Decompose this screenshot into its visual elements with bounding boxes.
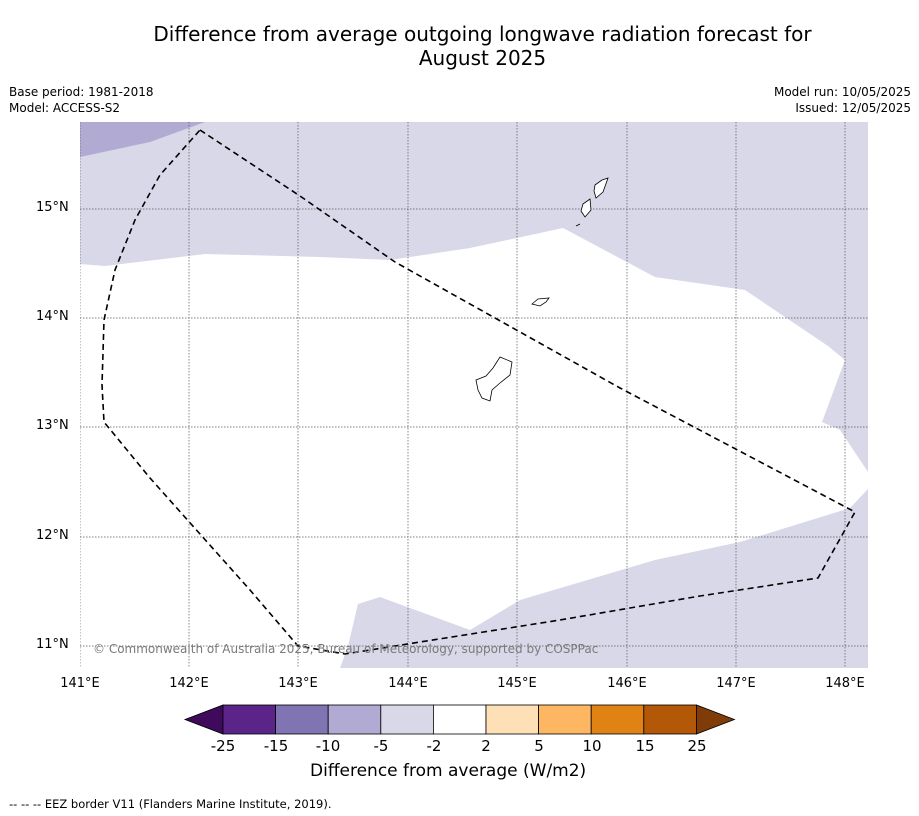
colorbar-tick-label: 25 <box>687 737 707 755</box>
meta-left: Base period: 1981-2018 Model: ACCESS-S2 <box>9 84 154 116</box>
lon-label-142e: 142°E <box>169 676 209 691</box>
lat-label-11n: 11°N <box>36 637 69 652</box>
colorbar-tick-label: 5 <box>534 737 544 755</box>
colorbar-tick-label: -25 <box>210 737 236 755</box>
lon-label-141e: 141°E <box>60 676 100 691</box>
lon-label-146e: 146°E <box>607 676 647 691</box>
island-saipan <box>593 177 609 199</box>
colorbar-tick-label: -10 <box>315 737 341 755</box>
colorbar-extend-high <box>696 704 736 735</box>
anomaly-region-north <box>80 122 868 472</box>
title-line-1: Difference from average outgoing longwav… <box>153 22 812 46</box>
colorbar-bin <box>590 704 645 735</box>
colorbar-tick-label: 2 <box>481 737 491 755</box>
colorbar-tick-label: 15 <box>635 737 655 755</box>
anomaly-region-north-strong <box>80 122 205 157</box>
meta-right: Model run: 10/05/2025 Issued: 12/05/2025 <box>774 84 911 116</box>
islands <box>475 177 609 402</box>
lat-label-12n: 12°N <box>36 528 69 543</box>
lat-label-15n: 15°N <box>36 200 69 215</box>
title-line-2: August 2025 <box>418 46 547 70</box>
model-name: Model: ACCESS-S2 <box>9 101 121 115</box>
colorbar-title: Difference from average (W/m2) <box>310 761 587 781</box>
island-guam <box>475 356 513 402</box>
lon-label-147e: 147°E <box>716 676 756 691</box>
colorbar-tick-label: -2 <box>426 737 442 755</box>
copyright-notice: © Commonwealth of Australia 2025, Bureau… <box>93 642 599 656</box>
base-period: Base period: 1981-2018 <box>9 85 154 99</box>
lon-label-145e: 145°E <box>497 676 537 691</box>
colorbar-bin <box>222 704 276 735</box>
eez-footnote: -- -- -- EEZ border V11 (Flanders Marine… <box>9 797 332 811</box>
colorbar-bin <box>275 704 329 735</box>
island-aguijan <box>575 223 581 227</box>
issued-date: Issued: 12/05/2025 <box>795 101 911 115</box>
lat-label-13n: 13°N <box>36 418 69 433</box>
colorbar-bin <box>538 704 592 735</box>
eez-border <box>101 129 857 655</box>
colorbar-bin <box>380 704 434 735</box>
lat-label-14n: 14°N <box>36 309 69 324</box>
island-tinian <box>580 198 592 218</box>
colorbar-bin <box>327 704 382 735</box>
gridlines <box>80 122 868 668</box>
colorbar-bin <box>485 704 539 735</box>
colorbar <box>183 704 736 735</box>
colorbar-extend-low <box>183 704 224 735</box>
model-run: Model run: 10/05/2025 <box>773 85 911 99</box>
lon-label-148e: 148°E <box>825 676 865 691</box>
colorbar-tick-label: 10 <box>582 737 602 755</box>
island-rota <box>531 297 550 307</box>
colorbar-tick-label: -5 <box>373 737 389 755</box>
lon-label-144e: 144°E <box>388 676 428 691</box>
lon-label-143e: 143°E <box>278 676 318 691</box>
colorbar-tick-label: -15 <box>263 737 289 755</box>
colorbar-bin <box>432 704 487 735</box>
colorbar-bin <box>643 704 697 735</box>
chart-title: Difference from average outgoing longwav… <box>75 22 890 70</box>
map-area <box>80 122 868 668</box>
